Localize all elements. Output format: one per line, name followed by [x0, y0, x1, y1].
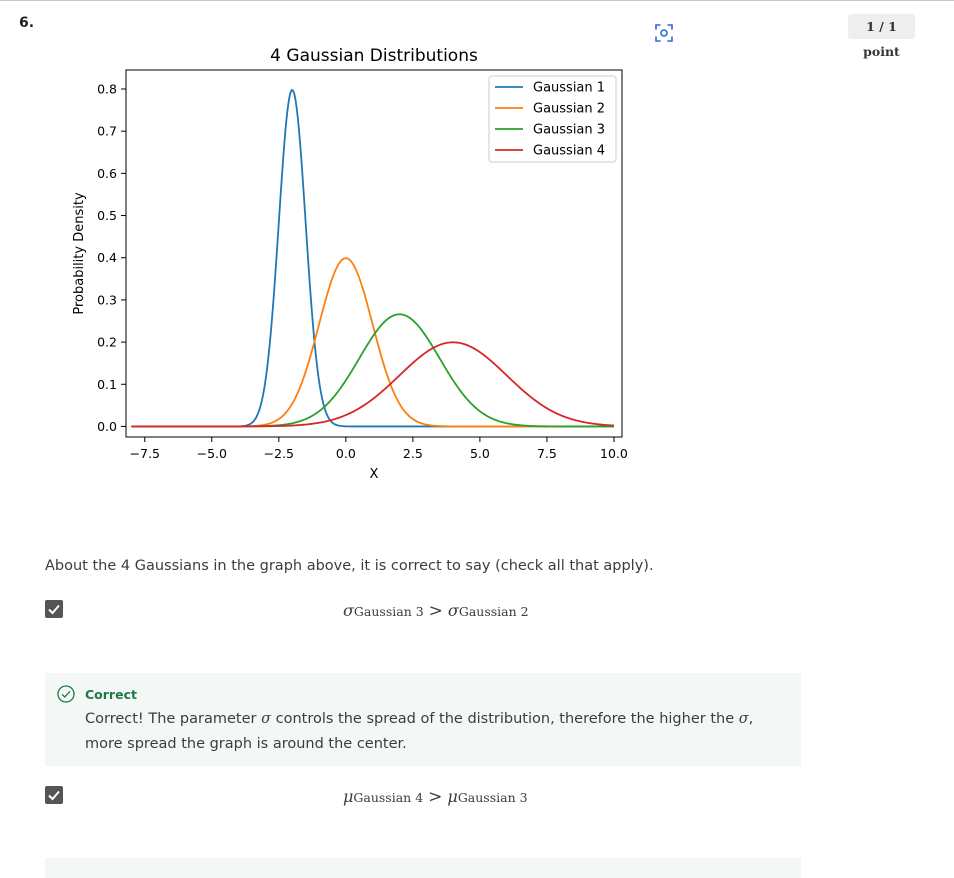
- option-1-checkbox[interactable]: [45, 600, 63, 618]
- check-circle-icon: [57, 685, 75, 703]
- y-tick-label: 0.7: [97, 124, 117, 139]
- y-tick-label: 0.6: [97, 166, 117, 181]
- focus-mode-icon[interactable]: [653, 22, 675, 44]
- score-badge: 1 / 1 point: [848, 14, 915, 59]
- x-tick-label: 7.5: [537, 446, 557, 461]
- feedback-text-part: controls the spread of the distribution,…: [271, 711, 739, 727]
- question-number: 6.: [19, 15, 35, 31]
- option-1-lhs-subscript: Gaussian 3: [353, 604, 424, 619]
- top-divider: [0, 0, 954, 1]
- option-2-operator: >: [428, 787, 443, 807]
- checkmark-icon: [48, 790, 60, 801]
- option-2-lhs-symbol: μ: [343, 787, 354, 806]
- feedback-sigma: σ: [738, 711, 749, 727]
- legend-box: [488, 75, 617, 163]
- y-tick-label: 0.4: [97, 250, 117, 265]
- option-1-rhs-symbol: σ: [447, 601, 459, 620]
- chart-title: 4 Gaussian Distributions: [270, 46, 478, 66]
- plot-frame: [125, 69, 623, 438]
- feedback-text: Correct! The parameter σ controls the sp…: [85, 707, 795, 757]
- option-2-feedback: [45, 858, 801, 878]
- legend-label: Gaussian 2: [533, 102, 605, 117]
- question-prompt: About the 4 Gaussians in the graph above…: [45, 558, 654, 574]
- option-2-rhs-symbol: μ: [447, 787, 458, 806]
- option-1-rhs-subscript: Gaussian 2: [458, 604, 529, 619]
- x-tick-label: 0.0: [336, 446, 356, 461]
- series-line-3: [131, 313, 614, 428]
- legend-label: Gaussian 3: [533, 123, 605, 138]
- y-tick-label: 0.8: [97, 81, 117, 96]
- x-tick-label: 2.5: [403, 446, 423, 461]
- option-2-formula[interactable]: μGaussian 4 > μGaussian 3: [343, 787, 528, 807]
- x-tick-label: −5.0: [197, 446, 227, 461]
- option-1-lhs-symbol: σ: [343, 601, 354, 620]
- legend-label: Gaussian 1: [533, 81, 605, 96]
- option-2-checkbox[interactable]: [45, 786, 63, 804]
- checkmark-icon: [48, 604, 60, 615]
- y-tick-label: 0.2: [97, 335, 117, 350]
- gaussian-chart: 4 Gaussian Distributions −7.5 −5.0 −2.5 0.0 2…: [72, 46, 628, 482]
- y-tick-label: 0.0: [97, 419, 117, 434]
- option-1-operator: >: [428, 601, 443, 621]
- y-axis-label: Probability Density: [72, 192, 87, 315]
- y-tick-label: 0.1: [97, 377, 117, 392]
- option-1-formula[interactable]: σGaussian 3 > σGaussian 2: [343, 601, 529, 621]
- y-tick-label: 0.3: [97, 292, 117, 307]
- x-tick-label: −2.5: [264, 446, 294, 461]
- feedback-text-part: Correct! The parameter: [85, 711, 262, 727]
- feedback-title: Correct: [85, 687, 137, 702]
- feedback-sigma: σ: [261, 711, 271, 727]
- x-tick-label: −7.5: [130, 446, 160, 461]
- chart-svg: 4 Gaussian Distributions −7.5 −5.0 −2.5 0.0 2…: [72, 46, 628, 482]
- option-2-lhs-subscript: Gaussian 4: [353, 790, 424, 805]
- series-line-2: [131, 257, 614, 428]
- x-tick-label: 5.0: [470, 446, 490, 461]
- option-2-rhs-subscript: Gaussian 3: [457, 790, 528, 805]
- y-tick-label: 0.5: [97, 208, 117, 223]
- legend-label: Gaussian 4: [533, 144, 605, 159]
- series-line-4: [131, 341, 615, 428]
- x-tick-label: 10.0: [600, 446, 628, 461]
- x-axis-label: X: [370, 467, 379, 482]
- option-1-feedback: Correct Correct! The parameter σ control…: [45, 673, 801, 766]
- feedback-text-part: , more spread the graph is around the ce…: [85, 711, 754, 752]
